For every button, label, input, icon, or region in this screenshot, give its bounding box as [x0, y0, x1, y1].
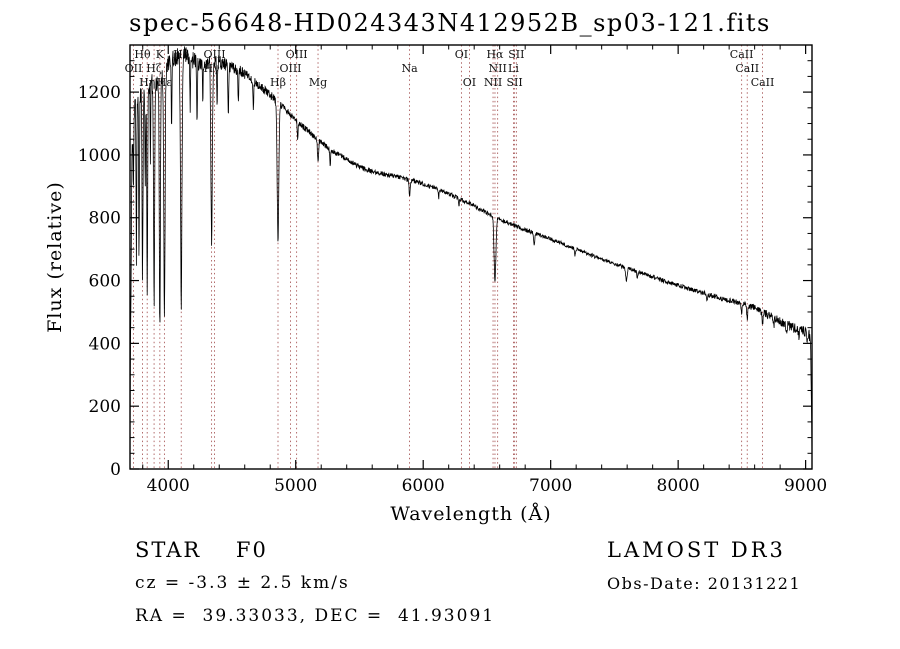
y-axis-label: Flux (relative) [44, 181, 66, 333]
x-tick-label: 7000 [529, 476, 572, 496]
line-marker-label: Li [508, 62, 519, 75]
obs-date-text: Obs-Date: 20131221 [607, 574, 802, 593]
line-marker-label: OI [463, 76, 476, 89]
y-tick-label: 1200 [78, 83, 121, 103]
line-marker-label: OIII [286, 48, 308, 61]
y-tick-label: 200 [89, 397, 121, 417]
x-tick-label: 6000 [402, 476, 445, 496]
y-tick-label: 400 [89, 334, 121, 354]
x-axis-label: Wavelength (Å) [390, 503, 552, 525]
x-tick-label: 4000 [147, 476, 190, 496]
line-marker-label: CaII [730, 48, 754, 61]
line-marker-label: NII [484, 76, 502, 89]
line-marker-label: Hζ [146, 62, 162, 75]
line-marker-label: SII [508, 48, 524, 61]
line-marker-label: SII [506, 76, 522, 89]
x-tick-label: 9000 [784, 476, 827, 496]
line-marker-label: Hα [486, 48, 504, 61]
line-marker-label: OIII [279, 62, 301, 75]
line-marker-label: CaII [735, 62, 759, 75]
line-marker-label: Mg [309, 76, 327, 89]
x-tick-label: 8000 [657, 476, 700, 496]
spectrum-trace [129, 46, 813, 461]
line-marker-label: Hθ [134, 48, 151, 61]
line-marker-label: OII [125, 62, 143, 75]
line-marker-label: Hδ [173, 48, 190, 61]
y-tick-label: 600 [89, 272, 121, 292]
classification-text: STAR F0 [135, 538, 268, 562]
x-tick-label: 5000 [274, 476, 317, 496]
line-marker-label: CaII [751, 76, 775, 89]
survey-name-text: LAMOST DR3 [607, 538, 786, 562]
line-marker-label: OIII [203, 48, 225, 61]
line-marker-label: Hγ [203, 62, 220, 75]
line-marker-label: Na [401, 62, 418, 75]
coordinates-text: RA = 39.33033, DEC = 41.93091 [135, 606, 496, 626]
line-marker-label: NII [488, 62, 506, 75]
line-marker-label: K [156, 48, 165, 61]
line-marker-label: Hη [139, 76, 155, 89]
y-tick-label: 1000 [78, 146, 121, 166]
plot-title: spec-56648-HD024343N412952B_sp03-121.fit… [129, 9, 771, 37]
line-marker-label: Hβ [270, 76, 286, 89]
radial-velocity-text: cz = -3.3 ± 2.5 km/s [135, 573, 350, 593]
line-marker-label: OI [455, 48, 468, 61]
y-tick-label: 800 [89, 209, 121, 229]
line-marker-label: Hε [157, 76, 173, 89]
y-tick-label: 0 [110, 460, 121, 480]
